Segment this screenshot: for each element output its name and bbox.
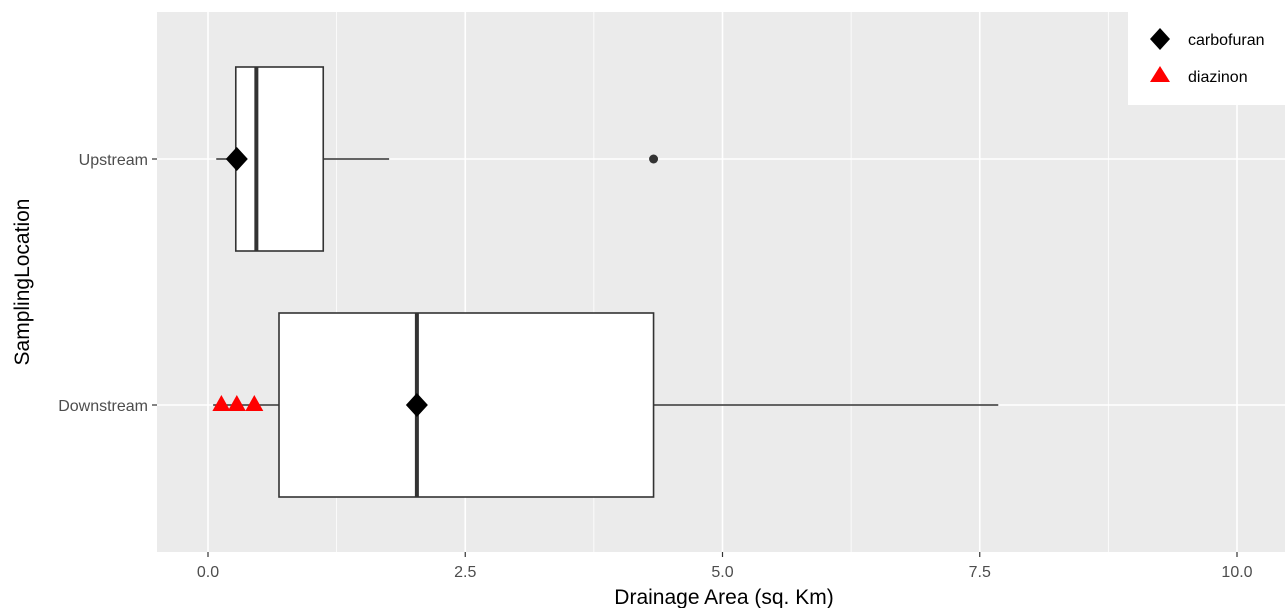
y-tick-label: Upstream [79,152,148,169]
legend-item-diazinon: diazinon [1150,66,1248,86]
point-carbofuran [405,393,428,417]
legend: carbofuran diazinon [1128,8,1285,105]
x-tick-label: 10.0 [1221,564,1252,581]
point-diazinon [212,395,231,411]
x-tick-label: 2.5 [454,564,476,581]
point-carbofuran [225,147,248,171]
legend-label-carbofuran: carbofuran [1188,32,1265,49]
legend-background [1128,8,1285,105]
x-tick-label: 5.0 [711,564,733,581]
y-tick-label: Downstream [58,398,148,415]
point-layer [212,147,428,417]
box-downstream [278,312,655,498]
y-axis-title: SamplingLocation [11,199,34,366]
axis-layer: 0.0 2.5 5.0 7.5 10.0 Upstream Downstream [58,152,1252,581]
x-axis-title: Drainage Area (sq. Km) [614,586,833,608]
box-upstream [234,66,325,252]
legend-key-diazinon [1150,66,1170,82]
box-layer [213,66,999,498]
legend-label-diazinon: diazinon [1188,69,1248,86]
point-diazinon [245,395,264,411]
legend-key-carbofuran [1150,28,1170,50]
legend-item-carbofuran: carbofuran [1150,28,1265,50]
x-tick-label: 0.0 [197,564,219,581]
outlier-point-upstream [649,154,659,164]
point-diazinon [227,395,246,411]
x-tick-label: 7.5 [969,564,991,581]
